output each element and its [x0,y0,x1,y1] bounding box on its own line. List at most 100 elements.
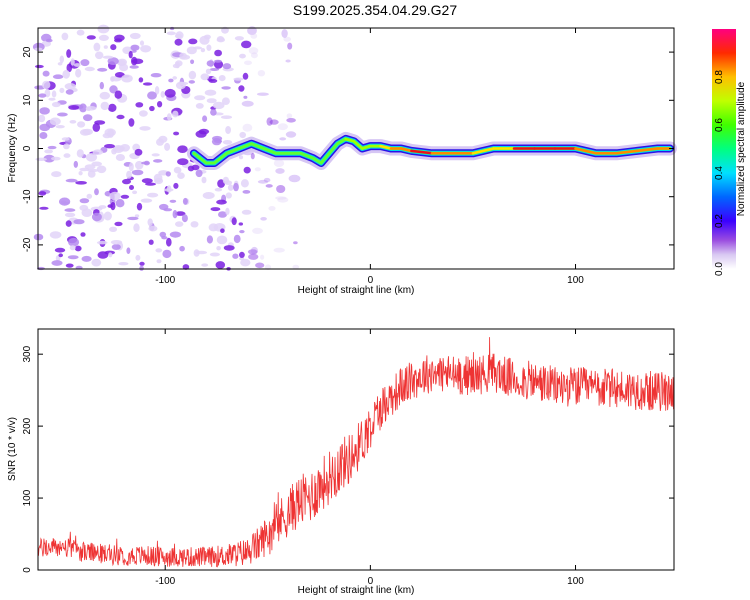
snr-frame [37,328,675,571]
noise-blob [168,78,174,83]
noise-blob [86,35,96,40]
noise-blob [187,165,195,172]
noise-blob [209,252,220,257]
noise-blob [79,167,90,172]
noise-blob [177,158,189,166]
noise-blob [164,142,171,151]
frequency-ridge [186,131,677,170]
noise-blob [73,63,81,67]
noise-blob [198,128,210,135]
noise-blob [81,255,92,262]
noise-blob [43,154,55,163]
noise-blob [242,190,251,194]
noise-blob [69,120,77,124]
noise-blob [103,211,112,221]
x-tick-label: -100 [155,576,175,587]
noise-blob [98,34,109,42]
noise-blob [51,101,61,108]
noise-blob [287,42,293,50]
noise-blob [120,194,130,199]
noise-blob [234,36,244,41]
noise-blob [208,78,218,83]
noise-blob [190,221,199,228]
x-tick-label: 0 [368,576,374,587]
noise-blob [179,245,185,252]
noise-blob [250,246,258,255]
noise-blob [49,231,62,239]
noise-blob [172,63,180,69]
noise-blob [148,225,158,232]
noise-blob [54,247,66,253]
noise-blob [188,80,195,84]
noise-blob [139,261,145,266]
noise-blob [150,73,162,78]
noise-blob [64,212,76,218]
noise-blob [206,44,212,51]
noise-blob [65,178,78,183]
noise-blob [174,38,183,46]
noise-blob [96,165,107,174]
noise-blob [79,198,90,204]
noise-blob [83,114,93,122]
noise-blob [75,181,87,185]
noise-blob [231,217,237,226]
noise-blob [153,173,163,183]
noise-blob [110,202,116,211]
y-tick-label: 0 [22,567,33,573]
noise-blob [39,132,48,139]
y-tick-label: 20 [22,46,33,58]
noise-blob [212,135,223,142]
noise-blob [216,199,227,205]
noise-blob [135,102,144,108]
noise-blob [109,191,121,201]
noise-blob [218,211,227,218]
y-tick-label: 200 [22,417,33,434]
snr-y-label: SNR (10 * v/v) [7,417,18,481]
noise-blob [156,259,162,264]
noise-blob [61,32,69,41]
noise-blob [221,97,230,105]
noise-blob [115,154,125,161]
noise-blob [97,67,108,72]
noise-blob [76,149,84,158]
noise-blob [108,103,117,112]
noise-blob [99,81,105,90]
colorbar-tick-label: 0.6 [714,118,725,132]
noise-blob [114,145,126,151]
noise-blob [70,58,75,66]
noise-blob [147,218,153,227]
noise-blob [172,110,179,118]
noise-blob [87,168,99,173]
noise-blob [277,197,289,203]
noise-blob [227,184,234,191]
noise-blob [74,245,82,252]
colorbar-tick-label: 0.8 [714,70,725,84]
noise-blob [126,170,132,179]
noise-blob [210,109,217,116]
noise-blob [129,65,139,69]
noise-blob [242,72,249,80]
noise-blob [61,137,70,141]
noise-blob [126,247,131,254]
noise-blob [238,222,243,226]
noise-blob [214,187,223,192]
snr-series-line [37,337,675,568]
noise-blob [273,247,285,253]
noise-blob [141,178,153,184]
noise-blob [138,77,144,83]
noise-blob [86,193,93,199]
noise-blob [166,237,172,247]
noise-blob [76,29,85,36]
noise-blob [286,118,296,123]
noise-blob [79,129,91,136]
noise-blob [155,248,163,253]
noise-blob [64,208,76,212]
noise-blob [293,241,298,245]
noise-blob [87,170,96,178]
noise-blob [212,101,225,110]
noise-blob [164,88,176,98]
colorbar-tick-label: 0.0 [714,262,725,276]
noise-blob [239,251,245,258]
noise-blob [265,184,273,188]
noise-blob [248,47,259,55]
